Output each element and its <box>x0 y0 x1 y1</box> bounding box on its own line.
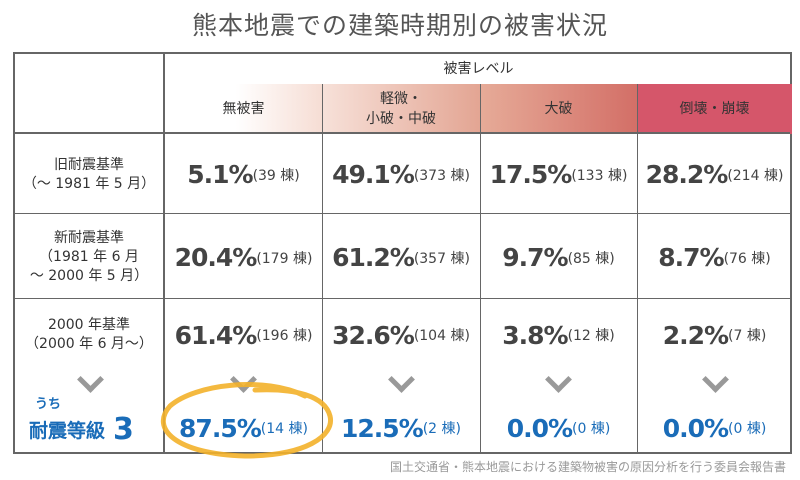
value-cell: 0.0% (0 棟) <box>480 404 637 452</box>
building-count: (104 棟) <box>413 328 470 344</box>
building-count: (0 棟) <box>572 421 611 437</box>
building-count: (196 棟) <box>256 328 313 344</box>
divider <box>637 84 638 452</box>
percentage: 32.6% <box>332 320 415 350</box>
building-count: (7 棟) <box>728 328 767 344</box>
value-cell: 9.7% (85 棟) <box>480 215 637 300</box>
value-cell: 8.7% (76 棟) <box>637 215 792 300</box>
percentage: 3.8% <box>502 320 568 350</box>
divider <box>163 54 165 452</box>
divider <box>480 84 481 452</box>
percentage: 5.1% <box>187 160 253 189</box>
value-cell: 2.2% (7 棟) <box>637 300 792 370</box>
building-count: (85 棟) <box>567 250 615 267</box>
building-count: (39 棟) <box>252 167 300 184</box>
divider <box>322 84 323 452</box>
percentage: 28.2% <box>645 160 729 189</box>
percentage: 9.7% <box>502 243 568 272</box>
source-note: 国土交通省・熊本地震における建築物被害の原因分析を行う委員会報告書 <box>389 460 786 474</box>
value-cell: 20.4% (179 棟) <box>165 215 322 300</box>
building-count: (357 棟) <box>413 250 470 267</box>
building-count: (214 棟) <box>727 167 784 184</box>
percentage: 0.0% <box>662 413 729 443</box>
percentage: 61.4% <box>174 320 258 350</box>
subrow-prefix: うち <box>35 396 62 412</box>
value-cell: 49.1% (373 棟) <box>322 134 480 215</box>
damage-table: 被害レベル 無被害 軽微・ 小破・中破 大破 倒壊・崩壊旧耐震基準 （～ 1981 年… <box>13 52 792 459</box>
percentage: 49.1% <box>332 160 415 189</box>
chevron-down-icon <box>545 366 572 393</box>
percentage: 12.5% <box>340 413 424 443</box>
value-cell: 32.6% (104 棟) <box>322 300 480 370</box>
percentage: 87.5% <box>179 413 262 443</box>
highlight-circle <box>160 382 333 459</box>
damage-level-4: 倒壊・崩壊 <box>637 84 792 134</box>
row-label: 旧耐震基準 （～ 1981 年 5 月） <box>22 156 156 192</box>
seismic-grade-value: 3 <box>113 411 134 447</box>
building-count: (373 棟) <box>413 167 470 184</box>
damage-level-header: 被害レベル <box>443 61 514 77</box>
divider <box>15 132 790 134</box>
damage-level-3: 大破 <box>480 84 637 134</box>
building-count: (76 棟) <box>723 250 771 267</box>
damage-level-1: 無被害 <box>165 84 322 134</box>
chevron-down-icon <box>388 366 415 393</box>
building-count: (133 棟) <box>571 167 628 184</box>
building-count: (14 棟) <box>260 421 308 437</box>
percentage: 0.0% <box>506 413 573 443</box>
subrow-label: 耐震等級 3 <box>29 411 169 447</box>
building-count: (0 棟) <box>728 421 767 437</box>
percentage: 61.2% <box>332 243 415 272</box>
value-cell: 0.0% (0 棟) <box>637 404 792 452</box>
value-cell: 28.2% (214 棟) <box>637 134 792 215</box>
seismic-grade-label: 耐震等級 <box>29 419 106 442</box>
value-cell: 12.5% (2 棟) <box>322 404 480 452</box>
value-cell: 61.4% (196 棟) <box>165 300 322 370</box>
building-count: (179 棟) <box>256 250 313 267</box>
percentage: 2.2% <box>662 320 729 350</box>
chevron-down-icon <box>77 366 104 393</box>
damage-level-2: 軽微・ 小破・中破 <box>322 84 480 134</box>
building-count: (2 棟) <box>422 421 461 437</box>
divider <box>15 213 790 214</box>
percentage: 20.4% <box>174 243 258 272</box>
divider <box>15 298 790 299</box>
value-cell: 5.1% (39 棟) <box>165 134 322 215</box>
building-count: (12 棟) <box>567 328 615 344</box>
value-cell: 3.8% (12 棟) <box>480 300 637 370</box>
row-label: 2000 年基準 （2000 年 6 月～） <box>25 317 153 352</box>
row-label: 新耐震基準 （1981 年 6 月 ～ 2000 年 5 月） <box>29 230 149 284</box>
percentage: 17.5% <box>489 160 573 189</box>
value-cell: 87.5% (14 棟) <box>165 404 322 452</box>
value-cell: 17.5% (133 棟) <box>480 134 637 215</box>
value-cell: 61.2% (357 棟) <box>322 215 480 300</box>
page-title: 熊本地震での建築時期別の被害状況 <box>191 11 608 40</box>
percentage: 8.7% <box>658 243 724 272</box>
chevron-down-icon <box>702 366 729 393</box>
